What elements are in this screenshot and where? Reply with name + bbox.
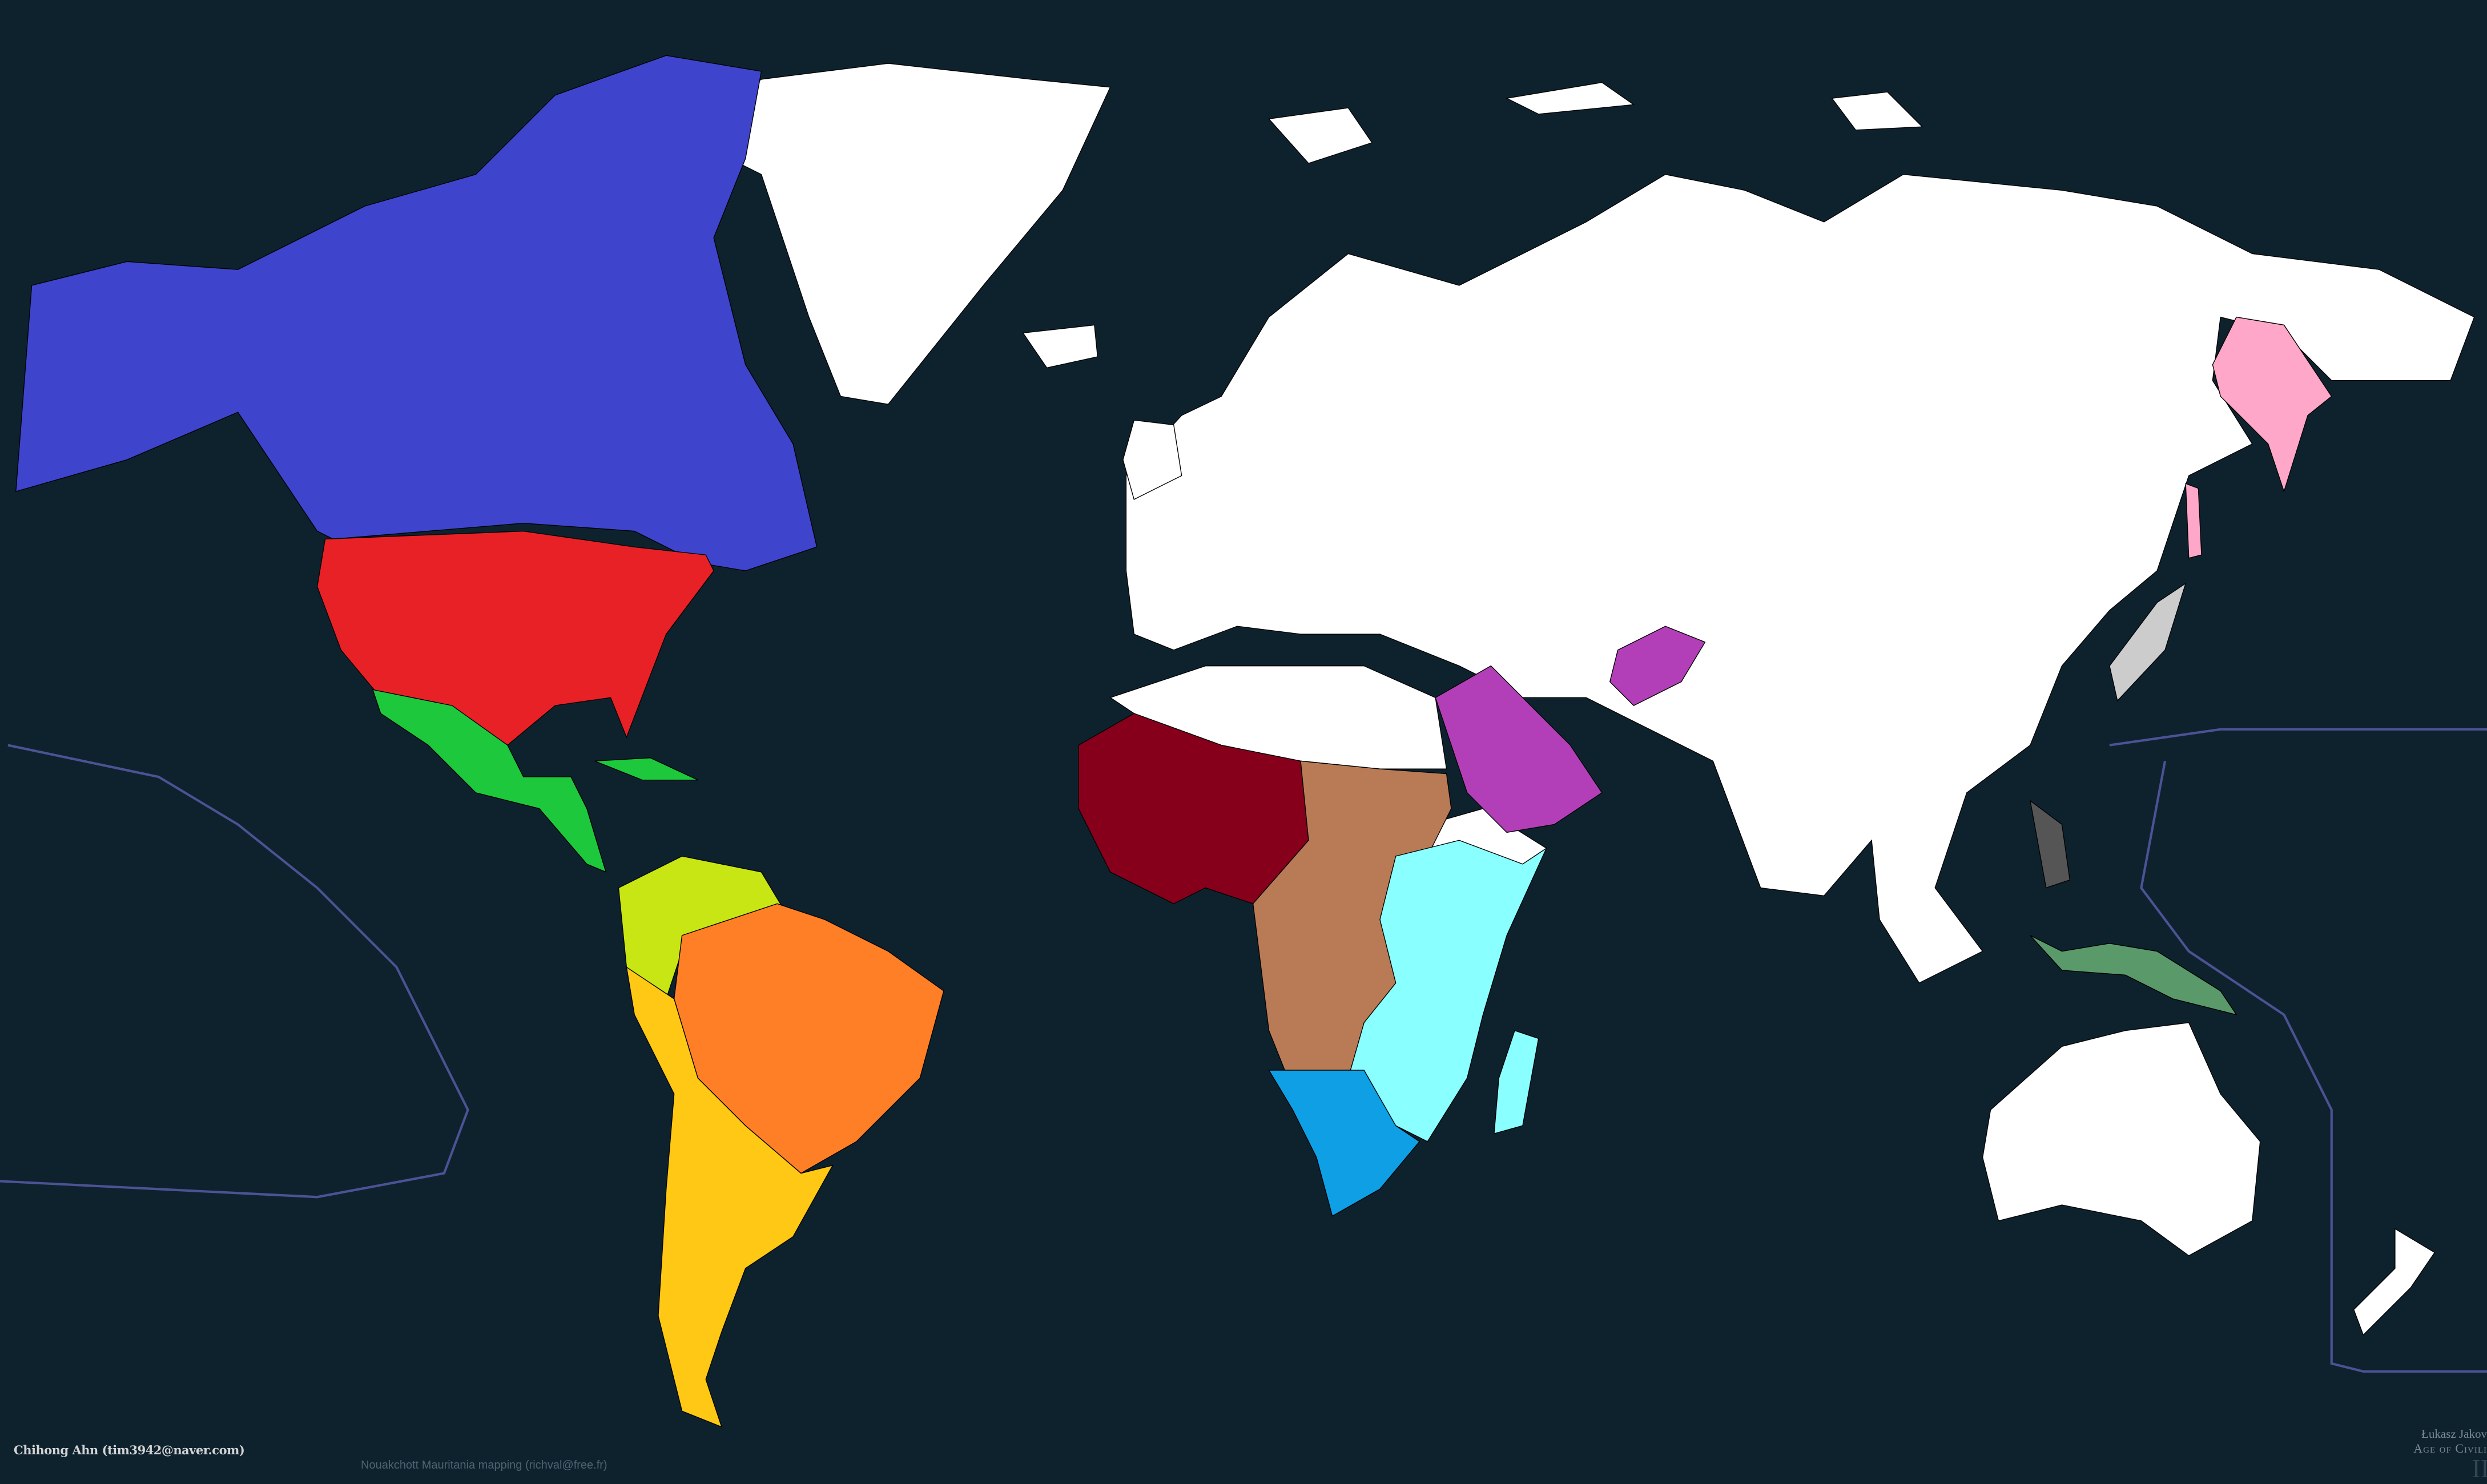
date-line-east-north — [2109, 728, 2487, 747]
region-new-zealand[interactable] — [2353, 1228, 2436, 1336]
region-russian-far-east[interactable] — [2212, 316, 2332, 493]
region-philippines[interactable] — [2029, 800, 2071, 889]
region-australia[interactable] — [1982, 1022, 2261, 1256]
region-southern-africa[interactable] — [1268, 1070, 1420, 1217]
date-line-west — [0, 744, 469, 1199]
region-japan[interactable] — [2109, 582, 2187, 702]
region-afghanistan[interactable] — [1609, 626, 1706, 706]
region-canada-alaska[interactable] — [15, 55, 818, 571]
region-caribbean[interactable] — [594, 757, 698, 781]
region-southern-cone[interactable] — [626, 966, 834, 1428]
mapping-credit: Nouakchott Mauritania mapping (richval@f… — [361, 1459, 607, 1471]
region-madagascar[interactable] — [1494, 1030, 1539, 1135]
region-arctic-islands[interactable] — [1268, 107, 1373, 164]
date-line-east — [2140, 760, 2487, 1373]
signature-game: Age of Civili — [2413, 1441, 2487, 1455]
region-greenland[interactable] — [681, 63, 1111, 405]
region-arctic-islands-2[interactable] — [1505, 82, 1635, 115]
region-usa[interactable] — [316, 530, 714, 746]
region-uk[interactable] — [1122, 420, 1182, 500]
region-sakhalin[interactable] — [2185, 483, 2202, 559]
signature-numeral: II — [2472, 1454, 2487, 1483]
region-iceland[interactable] — [1022, 324, 1098, 369]
region-east-africa[interactable] — [1347, 840, 1548, 1142]
game-signature: Łukasz Jakov Age of Civili II — [2413, 1427, 2487, 1483]
author-credit: Chihong Ahn (tim3942@naver.com) — [14, 1443, 245, 1457]
signature-author: Łukasz Jakov — [2421, 1427, 2487, 1441]
region-arabia[interactable] — [1435, 665, 1603, 833]
region-new-guinea[interactable] — [2030, 935, 2238, 1015]
region-arctic-islands-3[interactable] — [1831, 91, 1923, 131]
region-mexico[interactable] — [372, 689, 607, 873]
